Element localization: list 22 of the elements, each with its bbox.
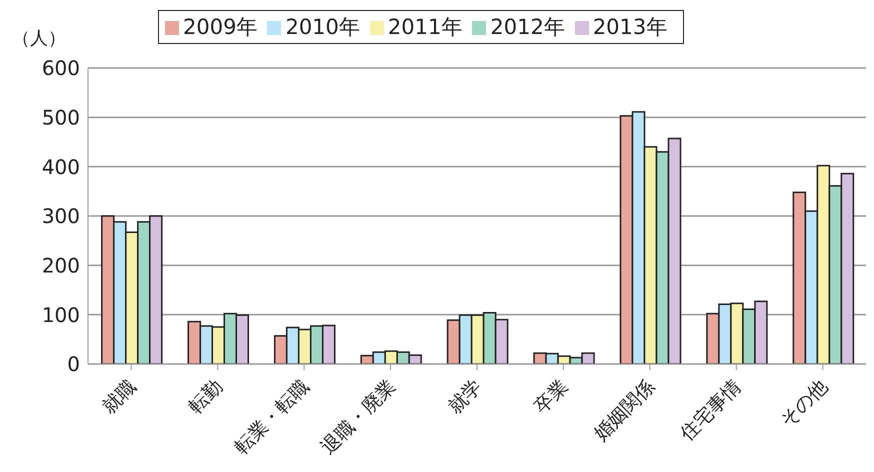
x-tick-label: 住宅事情 [676,376,746,446]
legend-label: 2013年 [592,15,668,39]
legend-label: 2012年 [490,15,565,39]
x-tick-label: 就学 [444,376,486,418]
y-axis-title: （人） [12,27,66,50]
x-tick-label: 婚姻関係 [590,376,660,445]
x-tick-label: 転勤 [184,376,227,418]
y-tick-label: 600 [42,56,80,80]
x-tick-label: 転業・転職 [230,376,314,458]
x-tick-label: 就職 [98,376,140,418]
legend-label: 2011年 [388,15,462,39]
y-tick-label: 400 [42,154,80,179]
y-tick-label: 200 [42,253,80,278]
x-tick-label: 退職・廃業 [317,376,400,458]
x-tick-label: その他 [776,376,832,432]
y-tick-label: 0 [67,352,80,376]
legend-label: 2010年 [285,15,360,39]
x-tick-label: 卒業 [530,376,573,418]
y-tick-label: 300 [42,204,80,228]
legend-label: 2009年 [183,15,258,39]
y-tick-label: 500 [42,105,80,130]
y-tick-label: 100 [42,302,80,327]
